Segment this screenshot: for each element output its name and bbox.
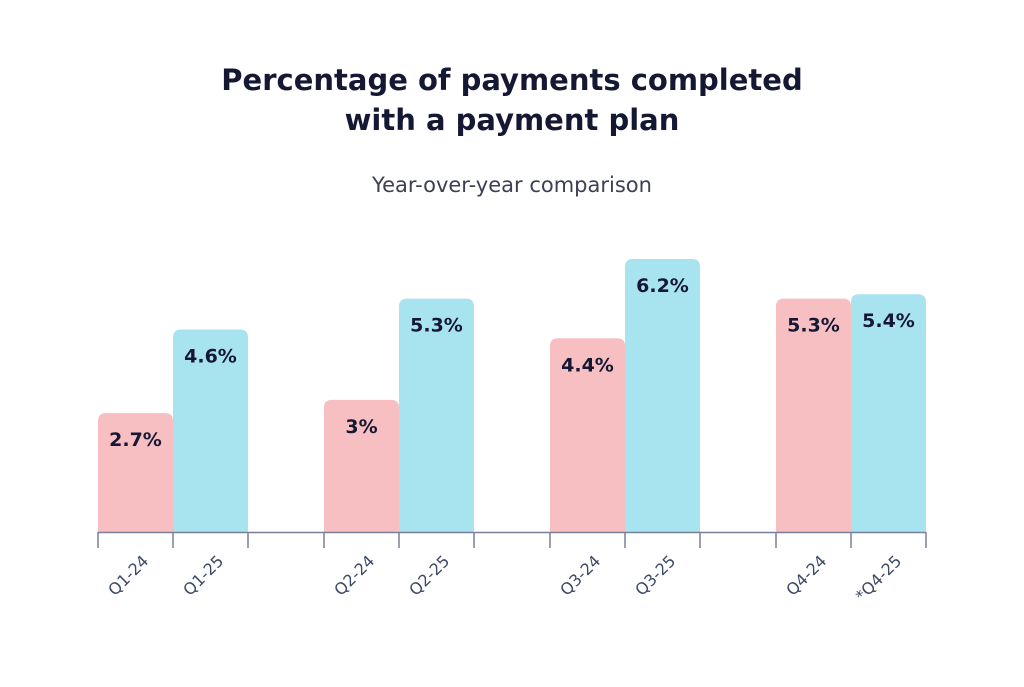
data-label-q4-24: 5.3% [787, 315, 840, 337]
chart-title: Percentage of payments completed with a … [0, 60, 1024, 140]
bar-q2-25 [399, 298, 474, 532]
tick-label-q3-24: Q3-24 [556, 551, 604, 599]
data-label-q4-25: 5.4% [862, 310, 915, 332]
tick-label-q1-24: Q1-24 [104, 551, 152, 599]
tick-label-q2-25: Q2-25 [405, 551, 453, 599]
data-label-q2-25: 5.3% [410, 315, 463, 337]
data-label-q1-25: 4.6% [184, 345, 237, 367]
tick-label-q4-25: *Q4-25 [852, 551, 906, 605]
tick-label-q2-24: Q2-24 [330, 551, 378, 599]
chart-title-line-1: Percentage of payments completed [221, 63, 803, 97]
bar-q3-25 [625, 259, 700, 532]
data-label-q2-24: 3% [345, 416, 377, 438]
bar-q4-25 [851, 294, 926, 532]
bar-q1-24 [98, 413, 173, 532]
bar-q2-24 [324, 399, 399, 532]
bar-q4-24 [776, 298, 851, 532]
data-label-q1-24: 2.7% [109, 429, 162, 451]
bar-q1-25 [173, 329, 248, 532]
chart-subtitle: Year-over-year comparison [372, 173, 652, 197]
tick-label-q4-24: Q4-24 [782, 551, 830, 599]
bar-q3-24 [550, 338, 625, 532]
tick-label-q1-25: Q1-25 [179, 551, 227, 599]
tick-label-q3-25: Q3-25 [631, 551, 679, 599]
data-label-q3-24: 4.4% [561, 354, 614, 376]
data-label-q3-25: 6.2% [636, 275, 689, 297]
chart-title-line-2: with a payment plan [344, 103, 680, 137]
